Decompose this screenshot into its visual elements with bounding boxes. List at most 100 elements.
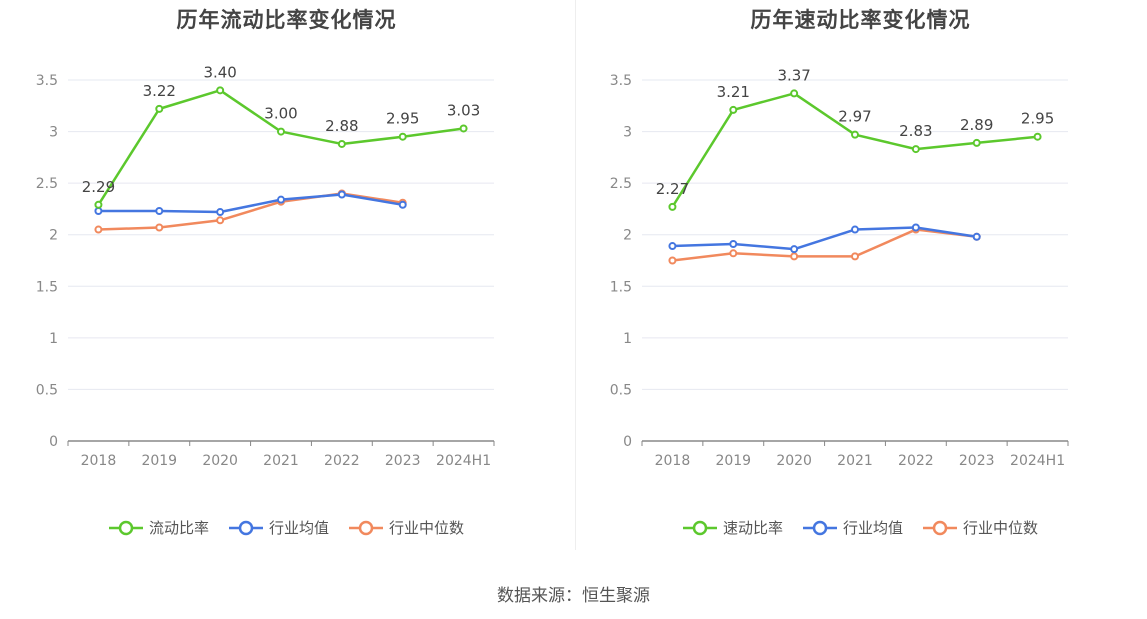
legend-item-ratio[interactable]: 速动比率 — [682, 517, 783, 538]
y-tick-label: 1.5 — [36, 279, 58, 295]
data-label: 2.83 — [899, 122, 932, 140]
data-label: 3.00 — [264, 105, 297, 123]
y-tick-label: 1 — [623, 331, 632, 347]
data-label: 3.03 — [447, 101, 480, 119]
data-point[interactable] — [337, 190, 346, 199]
data-source-note: 数据来源：恒生聚源 — [497, 586, 650, 606]
y-tick-label: 3.5 — [610, 73, 632, 89]
x-tick-label: 2022 — [898, 453, 934, 469]
legend-label: 行业中位数 — [389, 519, 465, 537]
data-point[interactable] — [155, 104, 164, 113]
data-point[interactable] — [459, 124, 468, 133]
x-tick-label: 2024H1 — [1010, 453, 1065, 469]
legend-swatch-icon — [349, 520, 383, 535]
data-point[interactable] — [668, 256, 677, 265]
data-point[interactable] — [911, 145, 920, 154]
series-line — [98, 193, 403, 214]
data-point[interactable] — [216, 216, 225, 225]
chart-title: 历年流动比率变化情况 — [176, 8, 397, 32]
data-point[interactable] — [1033, 132, 1042, 141]
x-tick-label: 2020 — [202, 453, 238, 469]
data-label: 3.21 — [717, 83, 750, 101]
data-point[interactable] — [851, 252, 859, 261]
data-point[interactable] — [972, 138, 981, 147]
chart-title: 历年速动比率变化情况 — [750, 8, 971, 32]
data-point[interactable] — [729, 105, 738, 114]
x-tick-label: 2021 — [837, 453, 873, 469]
legend-item-industry-median[interactable]: 行业中位数 — [349, 517, 464, 538]
data-point[interactable] — [216, 86, 225, 95]
data-label: 2.89 — [960, 116, 993, 134]
data-point[interactable] — [790, 89, 799, 98]
data-point[interactable] — [398, 200, 407, 209]
data-point[interactable] — [94, 200, 103, 209]
data-point[interactable] — [668, 202, 677, 211]
data-label: 2.97 — [838, 108, 871, 126]
x-tick-label: 2018 — [81, 453, 117, 469]
legend-swatch-icon — [802, 520, 837, 535]
data-point[interactable] — [155, 206, 164, 215]
chart-plot: 0 0.5 1 1.5 2 2.5 3 3.5 2018 2019 2020 2021 2022 2023… — [610, 66, 1069, 469]
data-label: 2.95 — [1021, 110, 1054, 128]
y-tick-label: 2 — [49, 228, 58, 244]
legend-label: 流动比率 — [148, 519, 209, 537]
data-point[interactable] — [668, 242, 677, 251]
legend-label: 行业均值 — [842, 519, 903, 537]
data-point[interactable] — [851, 130, 859, 139]
data-label: 3.22 — [143, 82, 176, 100]
data-label: 2.27 — [656, 180, 689, 198]
legend-swatch-icon — [108, 520, 143, 535]
series-line — [672, 228, 977, 262]
legend-item-industry-average[interactable]: 行业均值 — [802, 517, 903, 538]
data-point[interactable] — [155, 223, 164, 232]
x-tick-label: 2019 — [715, 453, 751, 469]
chart-legend: 速动比率 行业均值 行业中位数 — [574, 517, 1147, 538]
data-label: 2.88 — [325, 117, 358, 135]
current-ratio-chart: 历年流动比率变化情况 0 0.5 1 1.5 2 2.5 3 3.5 2018 2019 2020 2… — [0, 0, 573, 560]
x-tick-label: 2022 — [324, 453, 360, 469]
data-point[interactable] — [790, 245, 799, 254]
chart-legend: 流动比率 行业均值 行业中位数 — [0, 517, 573, 538]
data-label: 2.29 — [82, 178, 115, 196]
data-point[interactable] — [790, 252, 799, 261]
legend-swatch-icon — [682, 520, 717, 535]
y-tick-label: 1.5 — [610, 279, 632, 295]
data-point[interactable] — [277, 195, 285, 204]
data-point[interactable] — [398, 132, 407, 141]
data-point[interactable] — [94, 225, 103, 234]
x-tick-label: 2024H1 — [436, 453, 491, 469]
x-tick-label: 2019 — [141, 453, 177, 469]
series-line — [672, 226, 977, 251]
y-tick-label: 0 — [623, 434, 632, 450]
legend-item-industry-median[interactable]: 行业中位数 — [923, 517, 1038, 538]
x-tick-label: 2020 — [776, 453, 812, 469]
y-tick-label: 2.5 — [610, 176, 632, 192]
legend-item-industry-average[interactable]: 行业均值 — [228, 517, 329, 538]
data-point[interactable] — [911, 223, 920, 232]
y-tick-label: 1 — [49, 331, 58, 347]
legend-swatch-icon — [923, 520, 957, 535]
data-point[interactable] — [729, 239, 738, 248]
data-label: 3.40 — [203, 63, 236, 81]
data-label: 2.95 — [386, 110, 419, 128]
y-tick-label: 3 — [623, 125, 632, 141]
data-point[interactable] — [972, 232, 981, 241]
data-point[interactable] — [851, 225, 859, 234]
x-tick-label: 2023 — [959, 453, 995, 469]
legend-swatch-icon — [228, 520, 263, 535]
panel-divider — [575, 0, 576, 550]
x-tick-label: 2018 — [655, 453, 691, 469]
data-point[interactable] — [729, 249, 738, 258]
data-point[interactable] — [94, 206, 103, 215]
data-point[interactable] — [216, 208, 225, 217]
y-tick-label: 3 — [49, 125, 58, 141]
y-tick-label: 0.5 — [610, 382, 632, 398]
y-tick-label: 2 — [623, 228, 632, 244]
y-tick-label: 0.5 — [36, 382, 58, 398]
data-point[interactable] — [337, 139, 346, 148]
data-point[interactable] — [277, 127, 285, 136]
chart-plot: 0 0.5 1 1.5 2 2.5 3 3.5 2018 2019 2020 2021 2022 2023… — [36, 63, 495, 469]
y-tick-label: 2.5 — [36, 176, 58, 192]
legend-label: 行业均值 — [268, 519, 329, 537]
legend-item-ratio[interactable]: 流动比率 — [108, 517, 209, 538]
